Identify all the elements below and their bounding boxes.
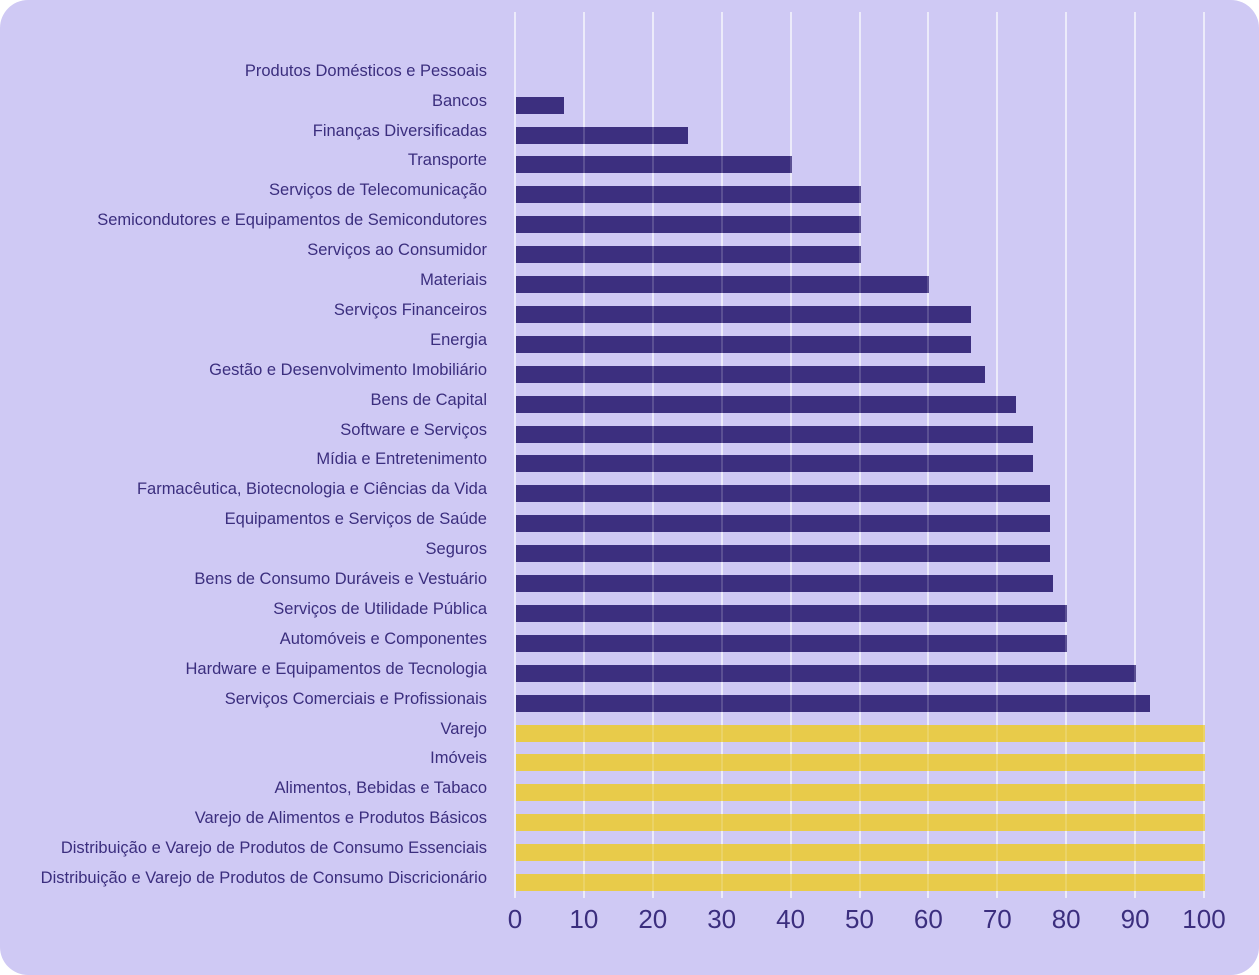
- category-label: Materiais: [420, 271, 487, 289]
- bar-purple: [516, 455, 1033, 473]
- category-label: Bens de Capital: [370, 390, 488, 409]
- plot-area: [514, 12, 1205, 898]
- category-label: Energia: [430, 330, 487, 349]
- category-label: Seguros: [425, 540, 487, 559]
- bar-purple: [516, 126, 689, 144]
- gridline: [1065, 12, 1068, 898]
- category-label: Bens de Consumo Duráveis e Vestuário: [194, 570, 487, 588]
- x-tick-label: 90: [1120, 904, 1150, 934]
- gridline: [858, 12, 861, 898]
- category-label: Gestão e Desenvolvimento Imobiliário: [209, 360, 487, 379]
- category-label: Distribuição e Varejo de Produtos de Con…: [60, 839, 487, 858]
- category-label: Automóveis e Componentes: [279, 629, 487, 648]
- category-label: Semicondutores e Equipamentos de Semicon…: [97, 211, 487, 230]
- category-label: Varejo de Alimentos e Produtos Básicos: [194, 809, 487, 828]
- gridlines-under: [514, 12, 1205, 898]
- category-label: Mídia e Entretenimento: [316, 450, 487, 469]
- bar-yellow: [516, 844, 1205, 862]
- bar-purple: [516, 186, 861, 204]
- bar-yellow: [516, 874, 1205, 891]
- category-label: Hardware e Equipamentos de Tecnologia: [185, 659, 487, 678]
- gridline: [1134, 12, 1137, 898]
- gridline: [996, 12, 999, 898]
- category-label: Bancos: [431, 91, 487, 110]
- x-tick-label: 20: [638, 904, 668, 934]
- bar-purple: [516, 335, 971, 353]
- gridline: [1134, 12, 1137, 898]
- category-label: Software e Serviços: [340, 420, 487, 439]
- x-tick-label: 60: [913, 904, 943, 934]
- gridline: [789, 12, 792, 898]
- bar-purple: [516, 485, 1050, 503]
- gridline: [1203, 12, 1205, 898]
- gridline: [1203, 12, 1205, 898]
- gridline: [651, 12, 654, 898]
- bar-purple: [516, 96, 565, 114]
- category-labels: Produtos Domésticos e Pessoais Bancos Fina…: [10, 0, 487, 975]
- bar-purple: [516, 365, 985, 383]
- bar-purple: [516, 156, 792, 174]
- bar-purple: [516, 575, 1054, 592]
- category-label: Serviços Financeiros: [333, 300, 487, 319]
- category-label: Finanças Diversificadas: [312, 121, 487, 140]
- category-label: Produtos Domésticos e Pessoais: [244, 61, 487, 80]
- category-label: Distribuição e Varejo de Produtos de Con…: [40, 869, 487, 887]
- bar-yellow: [516, 814, 1205, 832]
- category-label: Farmacêutica, Biotecnologia e Ciências d…: [136, 480, 487, 499]
- gridline: [927, 12, 930, 898]
- gridline: [582, 12, 585, 898]
- bar-purple: [516, 604, 1068, 622]
- bar-yellow: [516, 754, 1205, 772]
- category-label: Equipamentos e Serviços de Saúde: [224, 510, 487, 529]
- bar-purple: [516, 395, 1016, 413]
- bar-yellow: [516, 724, 1205, 742]
- bar-purple: [516, 305, 971, 323]
- gridline: [720, 12, 723, 898]
- category-label: Serviços de Utilidade Pública: [273, 599, 487, 618]
- bar-purple: [516, 425, 1033, 443]
- bar-yellow: [516, 784, 1205, 802]
- gridline: [514, 12, 516, 898]
- x-tick-label: 70: [982, 904, 1012, 934]
- gridline: [582, 12, 585, 898]
- bar-purple: [516, 246, 861, 264]
- x-tick-label: 100: [1182, 904, 1226, 934]
- bars: [515, 12, 1205, 898]
- gridlines-over: [514, 12, 1205, 898]
- category-label: Alimentos, Bebidas e Tabaco: [274, 779, 488, 798]
- gridline: [651, 12, 654, 898]
- gridline: [996, 12, 999, 898]
- bar-purple: [516, 545, 1050, 563]
- gridline: [1065, 12, 1068, 898]
- gridline: [789, 12, 792, 898]
- category-label: Serviços Comerciais e Profissionais: [224, 689, 487, 708]
- bar-purple: [516, 664, 1137, 682]
- gridline: [514, 12, 516, 898]
- x-tick-label: 0: [507, 904, 523, 934]
- bar-purple: [516, 634, 1068, 652]
- gridline: [720, 12, 723, 898]
- bar-purple: [516, 276, 930, 293]
- gridline: [927, 12, 930, 898]
- category-label: Serviços ao Consumidor: [307, 241, 487, 260]
- gridline: [858, 12, 861, 898]
- bar-purple: [516, 216, 861, 234]
- category-label: Imóveis: [430, 749, 487, 768]
- bar-purple: [516, 694, 1150, 712]
- x-tick-label: 80: [1051, 904, 1081, 934]
- x-tick-label: 40: [776, 904, 806, 934]
- bar-purple: [516, 515, 1050, 533]
- category-label: Varejo: [440, 719, 487, 738]
- category-label: Transporte: [407, 151, 487, 170]
- x-tick-label: 30: [707, 904, 737, 934]
- x-tick-label: 50: [845, 904, 874, 934]
- x-tick-label: 10: [569, 904, 599, 934]
- category-label: Serviços de Telecomunicação: [269, 181, 487, 200]
